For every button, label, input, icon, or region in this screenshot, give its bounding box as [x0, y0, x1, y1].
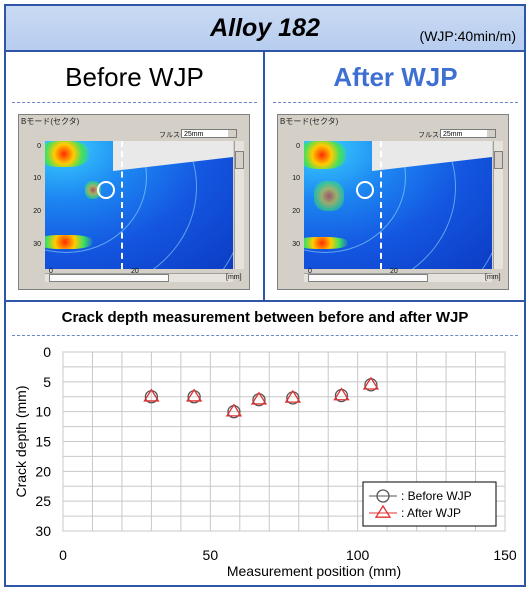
y-tick-label: 30 — [35, 523, 51, 539]
x-tick: 20 — [131, 268, 139, 275]
y-tick-label: 10 — [35, 404, 51, 420]
x-tick-label: 100 — [346, 547, 370, 563]
x-tick-label: 150 — [493, 547, 517, 563]
divider-dashed — [12, 102, 257, 103]
after-label: After WJP — [333, 62, 458, 92]
legend-box — [362, 481, 497, 527]
legend-circle-icon — [376, 489, 390, 503]
figure-title: Alloy 182 — [210, 14, 320, 42]
y-tick-label: 5 — [43, 374, 51, 390]
y-tick: 10 — [292, 175, 300, 182]
after-wjp-point — [143, 388, 160, 402]
vertical-scrollbar[interactable] — [234, 141, 244, 269]
y-tick-label: 20 — [35, 463, 51, 479]
legend-entry: : Before WJP — [401, 489, 472, 503]
after-wjp-point — [225, 403, 243, 417]
horizontal-scrollbar[interactable] — [45, 273, 233, 282]
data-points — [143, 376, 380, 419]
full-scale-select[interactable]: 25mm — [181, 129, 237, 138]
horizontal-scrollbar[interactable] — [304, 273, 492, 282]
ultrasonic-window-before: Bモード(セクタ) フルスケール 25mm 0 10 20 30 0 — [18, 114, 250, 290]
y-tick: 10 — [33, 175, 41, 182]
x-tick-labels: 0 50 100 150 — [59, 547, 517, 563]
x-tick: 0 — [308, 268, 312, 275]
x-tick: 0 — [49, 268, 53, 275]
x-axis-label: Measurement position (mm) — [227, 563, 401, 579]
divider-dashed — [12, 335, 518, 336]
section-divider — [6, 300, 524, 302]
unit-label: [mm] — [485, 274, 501, 281]
figure-subtitle: (WJP:40min/m) — [419, 28, 516, 44]
after-wjp-point — [250, 391, 268, 405]
y-tick-labels: 0 5 10 15 20 25 30 — [35, 344, 51, 539]
y-tick-label: 15 — [35, 434, 51, 450]
after-wjp-point — [333, 387, 350, 401]
vertical-scrollbar[interactable] — [493, 141, 503, 269]
after-wjp-point — [362, 376, 380, 390]
before-label: Before WJP — [65, 62, 204, 92]
y-tick: 0 — [296, 143, 300, 150]
window-title: Bモード(セクタ) — [21, 117, 80, 126]
legend: : Before WJP : After WJP — [362, 481, 497, 527]
full-scale-label: フルスケール — [159, 132, 201, 139]
full-scale-select[interactable]: 25mm — [440, 129, 496, 138]
y-tick: 20 — [33, 208, 41, 215]
after-wjp-point — [185, 388, 203, 402]
chart-title: Crack depth measurement between before a… — [61, 309, 469, 326]
header-bar: Alloy 182 (WJP:40min/m) — [6, 6, 524, 52]
divider-dashed — [273, 102, 518, 103]
y-tick: 20 — [292, 208, 300, 215]
y-tick: 0 — [37, 143, 41, 150]
bmode-sector-image — [45, 141, 233, 269]
y-tick-label: 0 — [43, 344, 51, 360]
after-wjp-point — [284, 389, 302, 403]
after-panel: After WJP Bモード(セクタ) フルスケール 25mm 0 10 20 … — [267, 52, 524, 300]
y-axis-label: Crack depth (mm) — [13, 385, 29, 497]
legend-triangle-icon — [374, 504, 392, 518]
legend-entry: : After WJP — [401, 506, 461, 520]
y-tick: 30 — [292, 241, 300, 248]
before-panel: Before WJP Bモード(セクタ) フルスケール 25mm 0 10 20… — [6, 52, 265, 300]
ultrasonic-window-after: Bモード(セクタ) フルスケール 25mm 0 10 20 30 0 — [277, 114, 509, 290]
x-tick-label: 50 — [203, 547, 219, 563]
figure-frame: Alloy 182 (WJP:40min/m) Before WJP Bモード(… — [4, 4, 526, 587]
y-tick-label: 25 — [35, 493, 51, 509]
x-tick: 20 — [390, 268, 398, 275]
window-title: Bモード(セクタ) — [280, 117, 339, 126]
full-scale-label: フルスケール — [418, 132, 460, 139]
x-tick-label: 0 — [59, 547, 67, 563]
unit-label: [mm] — [226, 274, 242, 281]
bmode-sector-image — [304, 141, 492, 269]
y-tick: 30 — [33, 241, 41, 248]
